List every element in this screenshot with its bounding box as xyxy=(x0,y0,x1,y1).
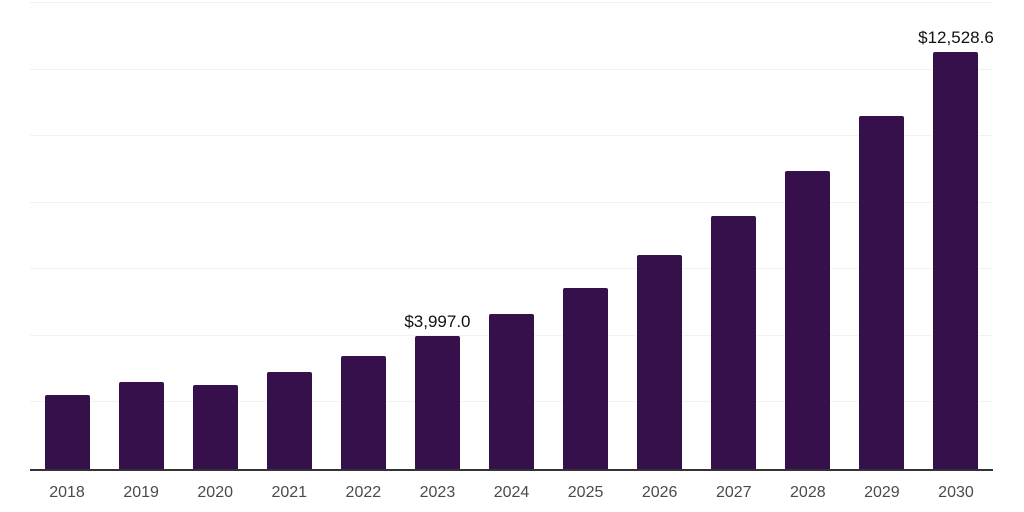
bar-2029 xyxy=(859,115,905,469)
bar-slot-2023: $3,997.0 xyxy=(400,3,474,469)
data-label-2030: $12,528.6 xyxy=(918,28,994,47)
bar-slot-2019 xyxy=(104,3,178,469)
x-tick-2024: 2024 xyxy=(493,484,530,501)
bar-slot-2021 xyxy=(252,3,326,469)
bar-slot-2018 xyxy=(30,3,104,469)
x-tick-2018: 2018 xyxy=(49,484,85,501)
gridline-8000 xyxy=(30,201,993,203)
x-tick-2019: 2019 xyxy=(123,484,159,501)
bar-slot-2030: $12,528.6 xyxy=(918,3,994,469)
bar-2022 xyxy=(340,356,386,469)
x-tick-2021: 2021 xyxy=(271,484,308,501)
gridline-12000 xyxy=(30,68,993,70)
gridline-6000 xyxy=(30,268,993,270)
bar-slot-2024 xyxy=(474,3,548,469)
bar-2018 xyxy=(44,394,90,469)
bar-2027 xyxy=(711,216,757,469)
bar-slot-2022 xyxy=(326,3,400,469)
x-tick-2025: 2025 xyxy=(567,484,604,501)
data-label-2023: $3,997.0 xyxy=(404,312,471,331)
bar-2030 xyxy=(933,52,979,469)
x-tick-2028: 2028 xyxy=(790,484,826,501)
x-tick-2030: 2030 xyxy=(938,484,974,501)
gridline-10000 xyxy=(30,135,993,137)
bar-2021 xyxy=(266,371,312,469)
bar-slot-2025 xyxy=(549,3,623,469)
bar-2020 xyxy=(192,385,238,469)
bar-slot-2028 xyxy=(771,3,845,469)
x-tick-2026: 2026 xyxy=(641,484,678,501)
bar-2023 xyxy=(414,336,460,469)
bar-2025 xyxy=(563,288,609,469)
gridline-14000 xyxy=(30,2,993,3)
x-axis-labels: 2018 2019 2020 2021 2022 2023 2024 2025 2026 2027… xyxy=(30,483,993,503)
bar-slot-2029 xyxy=(845,3,919,469)
bar-slot-2027 xyxy=(697,3,771,469)
x-tick-2020: 2020 xyxy=(197,484,233,501)
x-tick-2029: 2029 xyxy=(864,484,900,501)
bar-slot-2020 xyxy=(178,3,252,469)
bars-container: $3,997.0 $12,528.6 xyxy=(30,3,994,469)
bar-2026 xyxy=(637,254,683,469)
bar-2028 xyxy=(785,170,831,469)
bar-2019 xyxy=(118,381,164,469)
x-tick-2027: 2027 xyxy=(715,484,752,501)
bar-2024 xyxy=(489,314,534,469)
plot-area: $3,997.0 $12,528.6 xyxy=(30,2,994,471)
x-tick-2022: 2022 xyxy=(345,484,382,501)
x-tick-2023: 2023 xyxy=(419,484,456,501)
bar-slot-2026 xyxy=(623,3,697,469)
